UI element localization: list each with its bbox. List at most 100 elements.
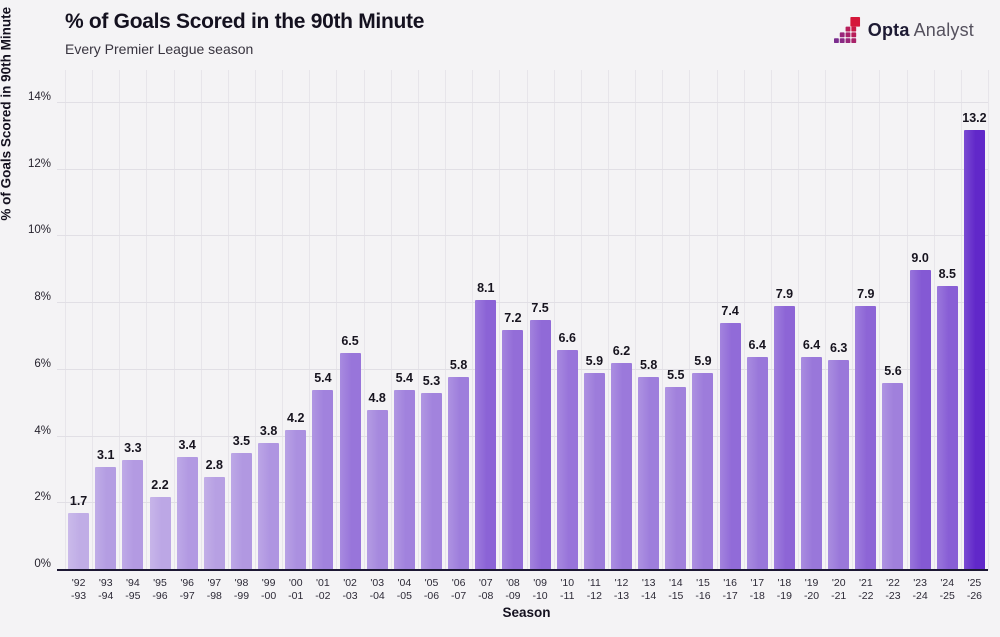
gridline-vertical (336, 70, 338, 570)
x-tick-label: '09 -10 (532, 577, 548, 603)
bar-value-label: 7.9 (775, 287, 794, 302)
bar (692, 373, 714, 570)
bar-value-label: 7.9 (857, 287, 875, 302)
bar (909, 269, 931, 570)
gridline-vertical (472, 70, 474, 570)
gridline-vertical (363, 70, 365, 570)
x-tick-label: '23 -24 (912, 577, 928, 603)
page-title: % of Goals Scored in the 90th Minute (65, 10, 425, 33)
bar-value-label: 5.9 (694, 354, 712, 369)
bar (963, 129, 985, 570)
bar (285, 429, 307, 570)
x-tick-label: '19 -20 (803, 577, 820, 603)
gridline-vertical (933, 70, 935, 570)
gridline-vertical (553, 70, 555, 570)
gridline-vertical (146, 70, 148, 570)
y-tick-label: 2% (34, 491, 51, 504)
x-tick-label: '12 -13 (613, 577, 630, 603)
gridline-vertical (173, 70, 175, 570)
bar (475, 299, 497, 570)
bar (746, 356, 768, 570)
gridline-horizontal (57, 302, 988, 304)
bar (719, 323, 741, 570)
plot-area: 0% 2% 4% 6% 8% 10% 12% 14% 1.7 '92 -93 3.1 '93 -94 3… (28, 70, 989, 602)
x-tick-label: '21 -22 (858, 577, 874, 603)
x-tick-label: '11 -12 (586, 577, 602, 603)
bar (68, 513, 90, 570)
bar (448, 376, 470, 570)
bar (665, 386, 687, 570)
x-tick-label: '02 -03 (342, 577, 358, 603)
bar-value-label: 6.6 (558, 330, 576, 345)
x-tick-label: '20 -21 (831, 577, 847, 603)
x-tick-label: '95 -96 (152, 577, 168, 603)
gridline-vertical (309, 70, 311, 570)
y-tick-label: 0% (34, 558, 51, 570)
gridline-horizontal (57, 168, 988, 170)
bar (203, 476, 225, 570)
gridline-vertical (200, 70, 202, 570)
bar (502, 329, 524, 570)
logo-brand-bold: Opta (867, 20, 910, 40)
gridline-vertical (852, 70, 854, 570)
bar (801, 356, 823, 570)
gridline-vertical (662, 70, 664, 570)
x-tick-label: '07 -08 (478, 577, 494, 603)
bar-value-label: 5.8 (449, 357, 468, 372)
x-tick-label: '97 -98 (206, 577, 222, 603)
gridline-vertical (825, 70, 827, 570)
gridline-vertical (417, 70, 419, 570)
bar-value-label: 3.8 (259, 424, 278, 439)
gridline-vertical (65, 70, 66, 570)
bar-value-label: 5.6 (884, 364, 902, 379)
bar-value-label: 4.8 (368, 390, 386, 405)
gridline-vertical (282, 70, 284, 570)
opta-staircase-icon (833, 17, 861, 44)
bar-value-label: 3.1 (97, 447, 115, 462)
x-tick-label: '08 -09 (505, 577, 521, 603)
gridline-vertical (390, 70, 392, 570)
gridline-vertical (499, 70, 501, 570)
x-tick-label: '96 -97 (179, 577, 195, 603)
bar (393, 389, 415, 570)
bar (258, 443, 280, 570)
bar (882, 383, 904, 570)
gridline-vertical (227, 70, 229, 570)
x-axis-title: Season (502, 605, 551, 620)
gridline-horizontal (57, 102, 988, 103)
bar-value-label: 8.1 (477, 280, 495, 295)
bar (339, 353, 361, 570)
logo-brand-light: Analyst (913, 20, 974, 40)
bar (122, 459, 144, 570)
bar-value-label: 5.4 (314, 370, 332, 385)
bar (420, 393, 442, 570)
gridline-vertical (635, 70, 637, 570)
x-tick-label: '14 -15 (668, 577, 684, 603)
x-tick-label: '98 -99 (233, 577, 250, 603)
bar-value-label: 9.0 (911, 250, 929, 265)
gridline-vertical (906, 70, 908, 570)
gridline-vertical (988, 70, 989, 570)
x-tick-label: '10 -11 (560, 577, 575, 603)
gridline-vertical (689, 70, 691, 570)
bar (95, 466, 117, 570)
bar-value-label: 7.5 (531, 300, 549, 315)
gridline-vertical (770, 70, 772, 570)
bar-value-label: 5.9 (585, 354, 604, 369)
bar-value-label: 6.4 (748, 337, 766, 352)
bar (611, 363, 632, 570)
bar (855, 306, 877, 570)
bar (936, 286, 958, 570)
x-tick-label: '13 -14 (641, 577, 657, 603)
x-tick-label: '25 -26 (966, 577, 983, 603)
x-tick-label: '06 -07 (451, 577, 467, 603)
y-tick-label: 4% (34, 424, 51, 437)
gridline-vertical (716, 70, 718, 570)
y-tick-label: 10% (27, 224, 51, 237)
bar (366, 409, 388, 570)
bar-value-label: 5.8 (639, 357, 658, 372)
bar-value-label: 6.3 (829, 340, 848, 355)
x-tick-label: '00 -01 (288, 577, 304, 603)
bar-value-label: 3.5 (232, 434, 251, 449)
bar-value-label: 7.2 (504, 310, 522, 325)
